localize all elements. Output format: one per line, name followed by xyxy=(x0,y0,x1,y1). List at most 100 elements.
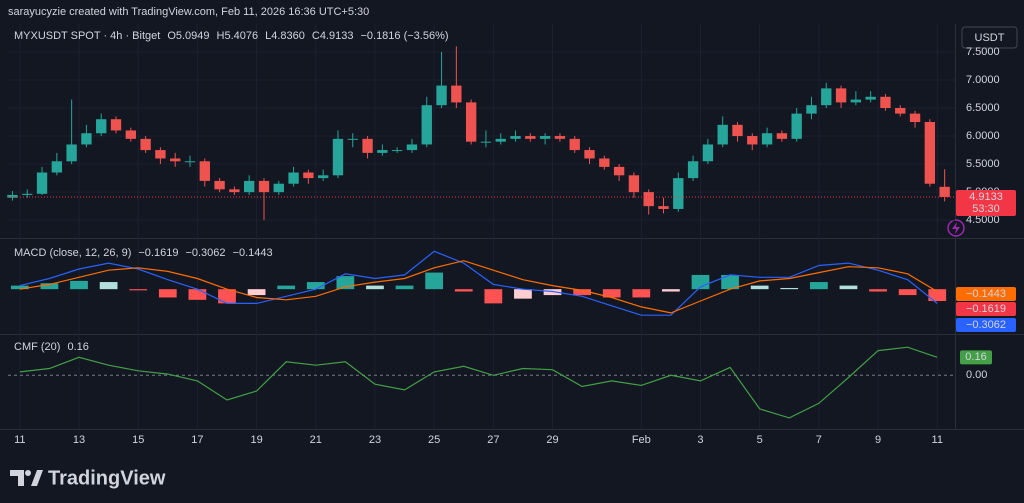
legend-value: H5.4076 xyxy=(217,30,259,42)
y-tick-label: 7.0000 xyxy=(966,74,1000,86)
legend-value: O5.0949 xyxy=(167,30,209,42)
currency-button[interactable] xyxy=(961,26,1018,49)
candle-body xyxy=(7,194,18,198)
candle-body xyxy=(687,161,699,179)
value-tag xyxy=(956,287,1016,301)
candle-body xyxy=(643,192,654,207)
candle-body xyxy=(628,175,640,193)
candle-body xyxy=(569,138,580,151)
logo-dot xyxy=(25,470,31,476)
histogram-bar xyxy=(809,282,828,290)
indicator-line xyxy=(19,346,938,419)
candle-body xyxy=(480,141,492,143)
y-tick-label: 4.5000 xyxy=(966,214,1000,226)
legend-value: C4.9133 xyxy=(312,30,354,42)
value-tag xyxy=(956,318,1016,332)
x-tick-label: 7 xyxy=(816,434,822,446)
candle-body xyxy=(244,180,255,193)
x-tick-label: 11 xyxy=(932,434,943,446)
value-tag xyxy=(960,350,992,365)
histogram-bar xyxy=(454,289,473,292)
candle-body xyxy=(258,180,270,193)
histogram-bar xyxy=(306,282,325,290)
x-tick-label: 3 xyxy=(697,434,703,446)
candle-body xyxy=(347,138,358,140)
candle-body xyxy=(658,206,669,209)
candle-body xyxy=(924,122,936,184)
candle-body xyxy=(317,175,329,179)
candle-body xyxy=(140,138,151,151)
candle-body xyxy=(436,85,447,106)
histogram-bar xyxy=(218,289,236,304)
y-tick-label: 6.5000 xyxy=(966,102,1000,114)
histogram-bar xyxy=(662,289,680,292)
x-tick-label: 17 xyxy=(191,434,203,446)
candle-body xyxy=(776,133,788,139)
candle-body xyxy=(880,96,891,109)
histogram-bar xyxy=(70,280,88,290)
candle-body xyxy=(554,136,566,139)
candle-body xyxy=(539,136,551,139)
legend-value: −0.3062 xyxy=(185,247,225,259)
histogram-bar xyxy=(780,287,799,290)
histogram-bar xyxy=(277,285,296,290)
legend-value: −0.1443 xyxy=(233,247,273,259)
candle-body xyxy=(406,144,418,151)
value-tag-label: 0.16 xyxy=(965,351,986,363)
candle-body xyxy=(865,96,876,100)
histogram-bar xyxy=(247,289,266,296)
last-price-tag xyxy=(956,189,1016,216)
histogram-bar xyxy=(721,274,739,290)
candle-body xyxy=(125,130,136,139)
histogram-bar xyxy=(543,289,562,296)
value-tag-label: −0.1443 xyxy=(966,288,1006,300)
x-tick-label: 9 xyxy=(875,434,881,446)
histogram-bar xyxy=(928,289,947,302)
value-tag xyxy=(956,302,1016,316)
candle-body xyxy=(421,105,432,145)
legend-value: 0.16 xyxy=(67,341,88,353)
candle-body xyxy=(362,138,373,153)
alert-bolt xyxy=(952,222,960,234)
legend-title: MACD (close, 12, 26, 9) xyxy=(14,247,131,259)
legend-value: L4.8360 xyxy=(265,30,305,42)
candle-body xyxy=(747,136,758,145)
candle-body xyxy=(465,102,477,142)
candle-body xyxy=(702,144,714,162)
histogram-bar xyxy=(898,289,917,296)
candle-body xyxy=(451,85,462,103)
histogram-bar xyxy=(188,289,207,300)
candle-body xyxy=(155,150,166,159)
logo-mark xyxy=(10,470,24,486)
y-tick-label: 6.0000 xyxy=(966,130,1000,142)
histogram-bar xyxy=(366,285,384,290)
x-tick-label: 5 xyxy=(757,434,763,446)
histogram-bar xyxy=(839,285,858,290)
candle-body xyxy=(81,133,92,145)
candle-body xyxy=(22,193,33,195)
candle-body xyxy=(673,178,684,209)
histogram-bar xyxy=(750,285,769,290)
x-tick-label: 23 xyxy=(369,434,381,446)
y-tick-label: 7.5000 xyxy=(966,46,1000,58)
histogram-bar xyxy=(869,289,887,292)
x-tick-label: 29 xyxy=(546,434,558,446)
candle-body xyxy=(214,180,225,190)
value-tag-label: −0.1619 xyxy=(966,303,1006,315)
candle-body xyxy=(835,88,847,103)
histogram-bar xyxy=(40,283,59,290)
candle-body xyxy=(288,172,299,184)
histogram-bar xyxy=(129,289,148,291)
candle-body xyxy=(36,172,48,194)
candle-body xyxy=(184,161,196,163)
candle-body xyxy=(391,150,403,152)
candle-body xyxy=(584,150,595,159)
candle-body xyxy=(821,88,832,106)
histogram-bar xyxy=(10,285,29,290)
candle-body xyxy=(791,113,802,139)
candle-body xyxy=(806,105,817,114)
x-tick-label: 19 xyxy=(250,434,262,446)
histogram-bar xyxy=(158,289,177,298)
candle-body xyxy=(495,138,506,142)
